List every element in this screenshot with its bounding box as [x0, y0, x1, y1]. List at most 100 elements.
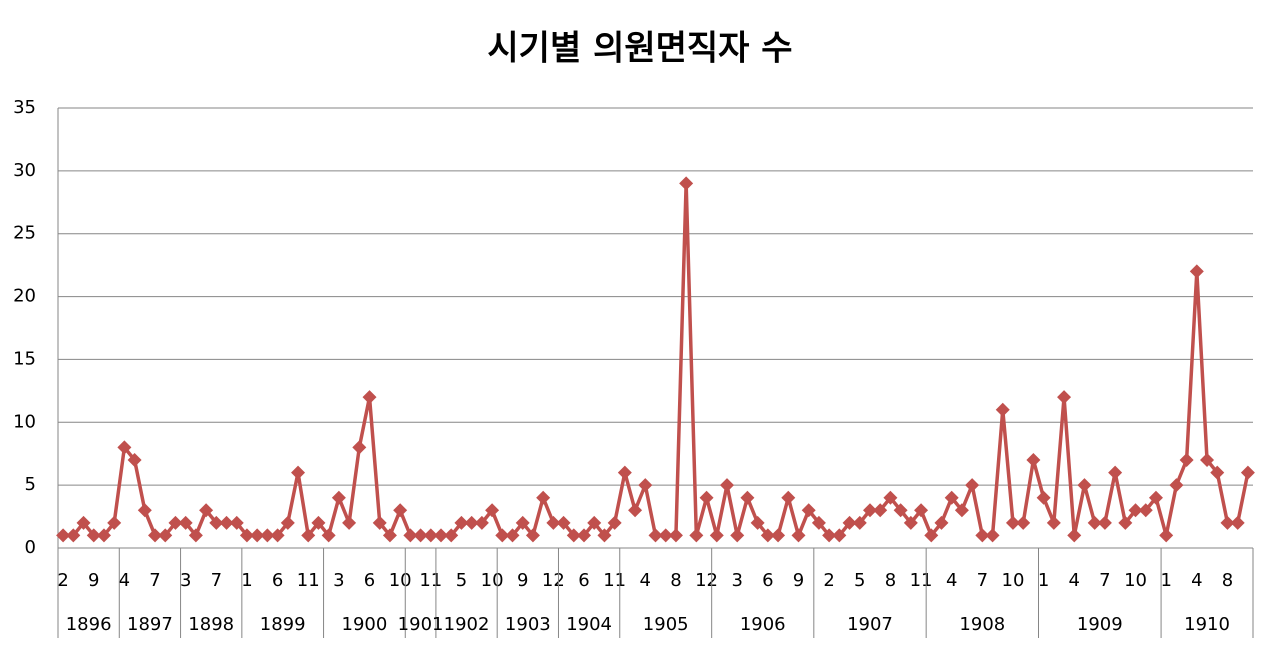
marker: [801, 503, 816, 518]
marker: [260, 528, 275, 543]
marker: [607, 515, 622, 530]
marker: [1148, 490, 1163, 505]
marker: [699, 490, 714, 505]
x-tick-label: 10: [1002, 570, 1025, 591]
marker: [934, 515, 949, 530]
marker: [280, 515, 295, 530]
y-tick-label: 20: [13, 286, 36, 307]
marker: [577, 528, 592, 543]
x-tick-label: 12: [542, 570, 565, 591]
y-tick-label: 15: [13, 348, 36, 369]
x-tick-label: 4: [119, 570, 130, 591]
x-tick-label: 8: [885, 570, 896, 591]
marker: [485, 503, 500, 518]
marker: [1138, 503, 1153, 518]
marker: [495, 528, 510, 543]
x-tick-label: 7: [1099, 570, 1110, 591]
y-tick-label: 35: [13, 97, 36, 118]
x-tick-label: 5: [456, 570, 467, 591]
marker: [1097, 515, 1112, 530]
marker: [668, 528, 683, 543]
marker: [566, 528, 581, 543]
marker: [464, 515, 479, 530]
x-tick-label: 4: [1069, 570, 1080, 591]
marker: [270, 528, 285, 543]
marker: [679, 176, 694, 191]
x-tick-label: 10: [481, 570, 504, 591]
year-label: 1909: [1077, 614, 1123, 635]
marker: [219, 515, 234, 530]
marker: [1118, 515, 1133, 530]
marker: [56, 528, 71, 543]
x-tick-label: 7: [977, 570, 988, 591]
marker: [689, 528, 704, 543]
marker: [1067, 528, 1082, 543]
marker: [903, 515, 918, 530]
marker: [505, 528, 520, 543]
year-label: 1900: [342, 614, 388, 635]
year-label: 1896: [66, 614, 112, 635]
marker: [250, 528, 265, 543]
marker: [291, 465, 306, 480]
x-tick-label: 9: [517, 570, 528, 591]
x-tick-label: 3: [333, 570, 344, 591]
marker: [96, 528, 111, 543]
marker: [1220, 515, 1235, 530]
x-tick-label: 8: [1222, 570, 1233, 591]
marker: [709, 528, 724, 543]
marker: [822, 528, 837, 543]
marker: [975, 528, 990, 543]
marker: [1005, 515, 1020, 530]
year-label: 1899: [260, 614, 306, 635]
marker: [1210, 465, 1225, 480]
marker: [842, 515, 857, 530]
marker: [229, 515, 244, 530]
x-tick-label: 11: [910, 570, 933, 591]
marker: [811, 515, 826, 530]
marker: [331, 490, 346, 505]
x-tick-label: 3: [180, 570, 191, 591]
marker: [393, 503, 408, 518]
x-tick-label: 6: [762, 570, 773, 591]
marker: [1240, 465, 1255, 480]
year-label: 1903: [505, 614, 551, 635]
marker: [372, 515, 387, 530]
marker: [1159, 528, 1174, 543]
x-tick-label: 11: [419, 570, 442, 591]
marker: [311, 515, 326, 530]
x-tick-label: 10: [1124, 570, 1147, 591]
marker: [1036, 490, 1051, 505]
marker: [525, 528, 540, 543]
marker: [760, 528, 775, 543]
marker: [1189, 264, 1204, 279]
x-tick-label: 6: [364, 570, 375, 591]
marker: [413, 528, 428, 543]
x-tick-label: 8: [670, 570, 681, 591]
marker: [444, 528, 459, 543]
marker: [862, 503, 877, 518]
marker: [1169, 478, 1184, 493]
marker: [117, 440, 132, 455]
y-tick-label: 30: [13, 160, 36, 181]
x-tick-label: 11: [297, 570, 320, 591]
marker: [730, 528, 745, 543]
marker: [628, 503, 643, 518]
marker: [382, 528, 397, 543]
marker: [648, 528, 663, 543]
year-label: 1901: [398, 614, 444, 635]
marker: [771, 528, 786, 543]
marker: [1046, 515, 1061, 530]
y-tick-label: 25: [13, 223, 36, 244]
x-tick-label: 4: [1191, 570, 1202, 591]
marker: [199, 503, 214, 518]
year-label: 1905: [643, 614, 689, 635]
year-label: 1908: [959, 614, 1005, 635]
marker: [546, 515, 561, 530]
marker: [1108, 465, 1123, 480]
marker: [515, 515, 530, 530]
marker: [638, 478, 653, 493]
marker: [86, 528, 101, 543]
x-tick-label: 2: [57, 570, 68, 591]
marker: [76, 515, 91, 530]
